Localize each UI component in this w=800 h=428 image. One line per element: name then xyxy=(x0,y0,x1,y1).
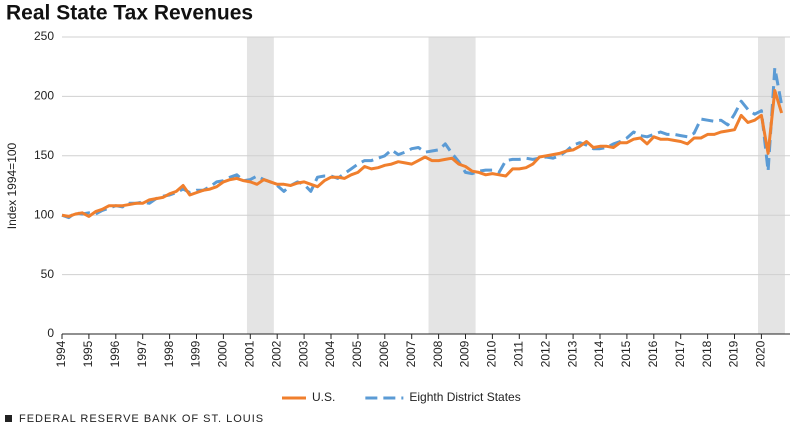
x-tick-label: 2016 xyxy=(646,340,660,367)
x-tick-label: 2013 xyxy=(565,340,579,367)
legend-label: Eighth District States xyxy=(409,390,520,404)
y-tick-label: 0 xyxy=(47,326,54,340)
x-tick-label: 2019 xyxy=(727,340,741,367)
x-tick-label: 2004 xyxy=(323,340,337,367)
x-tick-label: 2006 xyxy=(377,340,391,367)
recession-band xyxy=(428,37,476,334)
recession-band xyxy=(758,37,785,334)
x-tick-label: 2011 xyxy=(511,341,525,367)
series-line xyxy=(61,89,784,218)
y-axis-label: Index 1994=100 xyxy=(5,142,19,229)
x-tick-label: 2017 xyxy=(673,340,687,367)
x-tick-label: 2000 xyxy=(216,340,230,367)
source-icon xyxy=(5,415,12,422)
legend-label: U.S. xyxy=(312,390,335,404)
x-tick-label: 2012 xyxy=(538,340,552,367)
x-tick-label: 2018 xyxy=(700,340,714,367)
y-tick-label: 250 xyxy=(34,29,54,43)
x-tick-label: 2010 xyxy=(485,340,499,367)
x-tick-label: 2020 xyxy=(754,340,768,367)
x-tick-label: 2002 xyxy=(269,340,283,367)
x-tick-label: 1998 xyxy=(162,340,176,367)
x-tick-label: 1996 xyxy=(108,340,122,367)
y-tick-label: 100 xyxy=(34,207,54,221)
y-tick-label: 50 xyxy=(41,267,55,281)
chart-title: Real State Tax Revenues xyxy=(6,2,253,25)
x-tick-label: 2009 xyxy=(458,340,472,367)
y-tick-label: 200 xyxy=(34,89,54,103)
x-tick-label: 2007 xyxy=(404,340,418,367)
y-tick-label: 150 xyxy=(34,148,54,162)
x-tick-label: 2003 xyxy=(296,340,310,367)
x-tick-label: 1995 xyxy=(81,340,95,367)
x-tick-label: 2005 xyxy=(350,340,364,367)
x-tick-label: 1999 xyxy=(189,340,203,367)
x-tick-label: 2014 xyxy=(592,340,606,367)
x-tick-label: 2001 xyxy=(242,340,256,367)
recession-band xyxy=(246,37,274,334)
x-tick-label: 2015 xyxy=(619,340,633,367)
x-tick-label: 2008 xyxy=(431,340,445,367)
source: FEDERAL RESERVE BANK OF ST. LOUIS xyxy=(19,413,264,425)
x-tick-label: 1994 xyxy=(54,340,68,367)
x-tick-label: 1997 xyxy=(135,340,149,367)
series-line xyxy=(61,66,784,220)
